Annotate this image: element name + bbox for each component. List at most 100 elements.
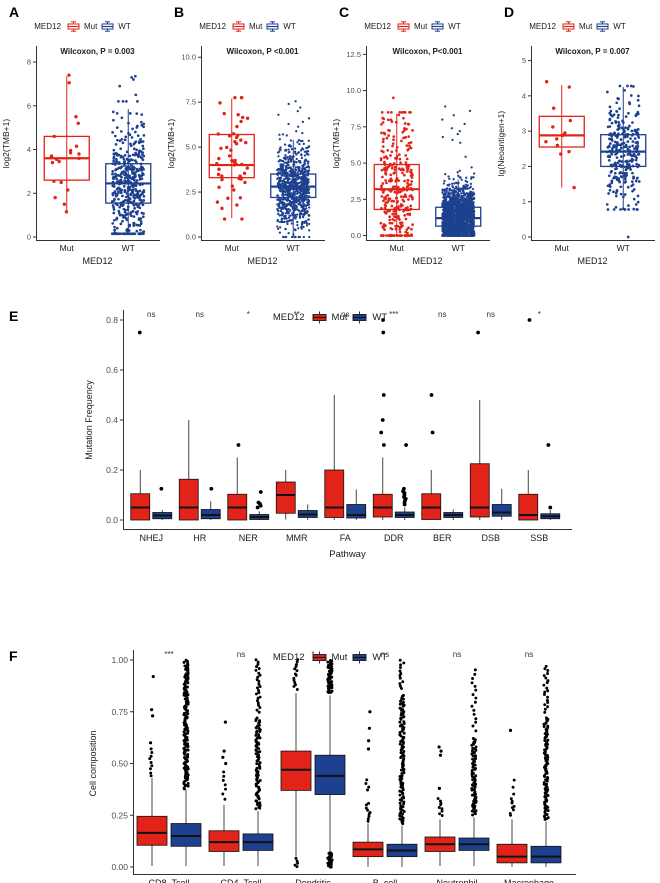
legend-wt-boxplot-icon — [352, 651, 367, 664]
panel-f-plot: 0.00 0.25 0.50 0.75 1.00 Cell composition *** C… — [88, 650, 576, 883]
svg-text:WT: WT — [122, 243, 135, 253]
box — [373, 163, 420, 211]
box — [469, 463, 490, 518]
panel-a: A MED12 Mut WT Wilcoxon, P = 0.003 0 2 4 6 8 l… — [0, 0, 165, 270]
svg-text:*: * — [247, 310, 250, 319]
group-ner: * — [227, 310, 270, 521]
box — [372, 493, 393, 518]
svg-text:12.5: 12.5 — [346, 50, 361, 59]
svg-text:**: ** — [294, 310, 300, 319]
panel-b-legend: MED12 Mut WT — [165, 21, 330, 32]
svg-text:***: *** — [389, 310, 398, 319]
svg-text:ns: ns — [438, 310, 446, 319]
legend-mut-label: Mut — [331, 652, 348, 663]
svg-text:CD4_Tcell: CD4_Tcell — [220, 878, 261, 883]
legend-mut-boxplot-icon — [562, 21, 575, 32]
svg-text:ns: ns — [196, 310, 204, 319]
legend-mut-boxplot-icon — [232, 21, 245, 32]
box — [518, 493, 539, 521]
svg-text:WT: WT — [617, 243, 630, 253]
svg-text:ns: ns — [525, 650, 533, 659]
panel-e-legend: MED12 Mut WT — [0, 311, 660, 324]
legend-mut-label: Mut — [413, 22, 428, 31]
svg-text:ns: ns — [341, 310, 349, 319]
group-cd4_tcell: ns — [208, 650, 274, 866]
panel-d-legend: MED12 Mut WT — [495, 21, 660, 32]
group-mmr: ** — [275, 310, 318, 520]
svg-text:Wilcoxon, P<0.001: Wilcoxon, P<0.001 — [393, 47, 464, 56]
legend-mut-boxplot-icon — [67, 21, 80, 32]
legend-mut-label: Mut — [83, 22, 98, 31]
svg-text:2: 2 — [27, 189, 31, 198]
group-neutrophil: ns — [424, 650, 490, 866]
svg-text:MED12: MED12 — [577, 256, 607, 266]
panel-f-legend: MED12 Mut WT — [0, 651, 660, 664]
legend-wt-label: WT — [448, 22, 461, 31]
panel-e-plot: 0.0 0.2 0.4 0.6 0.8 Mutation Frequency ns NHEJ n… — [84, 310, 572, 560]
svg-text:1.00: 1.00 — [111, 655, 128, 665]
panel-d: D MED12 Mut WT Wilcoxon, P = 0.007 0 1 2 3 4 5… — [495, 0, 660, 270]
svg-text:Dendritic: Dendritic — [295, 878, 331, 883]
svg-text:Mut: Mut — [225, 243, 240, 253]
svg-text:SSB: SSB — [530, 533, 548, 543]
svg-text:0.6: 0.6 — [106, 365, 118, 375]
plot-area: 0.0 0.2 0.4 0.6 0.8 Mutation Frequency ns NHEJ n… — [84, 310, 572, 560]
svg-text:Neutrophil: Neutrophil — [436, 878, 477, 883]
box — [491, 504, 512, 517]
svg-text:ns: ns — [237, 650, 245, 659]
panel-b-plot: Wilcoxon, P <0.001 0.0 2.5 5.0 7.5 10.0 log2(T… — [166, 46, 325, 266]
group-b_cell: ns — [352, 650, 418, 867]
box — [170, 823, 202, 847]
group-cd8_tcell: *** — [136, 650, 202, 866]
series-wt — [270, 100, 317, 239]
plot-area: 0.00 0.25 0.50 0.75 1.00 Cell composition *** C… — [88, 650, 576, 883]
svg-text:ns: ns — [487, 310, 495, 319]
box — [136, 815, 168, 846]
svg-text:0.4: 0.4 — [106, 415, 118, 425]
svg-text:Cell composition: Cell composition — [88, 730, 98, 796]
legend-title: MED12 — [34, 22, 61, 31]
svg-text:10.0: 10.0 — [181, 53, 196, 62]
svg-text:Wilcoxon, P = 0.007: Wilcoxon, P = 0.007 — [555, 47, 630, 56]
panel-a-plot: Wilcoxon, P = 0.003 0 2 4 6 8 log2(TMB+1) Mut WT… — [1, 46, 160, 266]
svg-text:DSB: DSB — [481, 533, 500, 543]
svg-text:4: 4 — [27, 145, 31, 154]
svg-text:Mutation Frequency: Mutation Frequency — [84, 380, 94, 460]
legend-wt-boxplot-icon — [101, 21, 114, 32]
box — [280, 750, 312, 791]
box — [538, 115, 585, 148]
svg-text:Mut: Mut — [60, 243, 75, 253]
series-mut — [43, 73, 90, 214]
panel-b: B MED12 Mut WT Wilcoxon, P <0.001 0.0 2.5 5… — [165, 0, 330, 270]
box — [314, 754, 346, 795]
panel-e-letter: E — [9, 308, 19, 324]
legend-mut-boxplot-icon — [312, 651, 327, 664]
box — [178, 478, 199, 521]
svg-text:0.25: 0.25 — [111, 810, 128, 820]
series-mut — [373, 96, 420, 237]
svg-text:MMR: MMR — [286, 533, 308, 543]
panel-c-legend: MED12 Mut WT — [330, 21, 495, 32]
legend-wt-label: WT — [118, 22, 131, 31]
svg-text:NER: NER — [239, 533, 259, 543]
legend-title: MED12 — [272, 652, 305, 663]
group-ddr: *** — [372, 310, 415, 520]
svg-text:10.0: 10.0 — [346, 86, 361, 95]
panel-d-plot: Wilcoxon, P = 0.007 0 1 2 3 4 5 lg(Neoantigen+1… — [496, 46, 655, 266]
group-hr: ns — [178, 310, 221, 521]
svg-text:8: 8 — [27, 58, 31, 67]
svg-text:BER: BER — [433, 533, 452, 543]
svg-text:5.0: 5.0 — [351, 159, 361, 168]
legend-wt-boxplot-icon — [596, 21, 609, 32]
group-ber: ns — [421, 310, 464, 520]
panel-f: F MED12 Mut WT 0.00 0.25 0.50 0.75 1.00 Cell … — [0, 640, 660, 883]
panel-f-letter: F — [9, 648, 18, 664]
plot-area: Wilcoxon, P <0.001 0.0 2.5 5.0 7.5 10.0 log2(T… — [166, 46, 325, 266]
series-mut — [538, 80, 585, 190]
svg-text:ns: ns — [453, 650, 461, 659]
box — [208, 830, 240, 852]
svg-text:log2(TMB+1): log2(TMB+1) — [331, 119, 341, 169]
svg-text:Mut: Mut — [390, 243, 405, 253]
box — [208, 133, 255, 179]
svg-text:WT: WT — [287, 243, 300, 253]
